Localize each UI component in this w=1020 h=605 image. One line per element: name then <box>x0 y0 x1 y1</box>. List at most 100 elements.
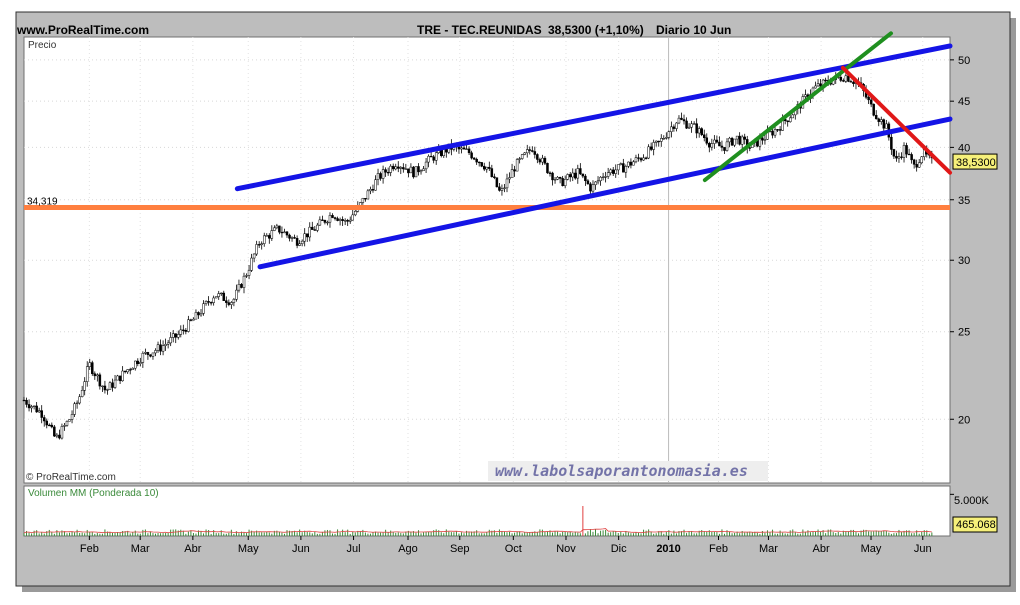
candle-body <box>705 137 709 144</box>
candle-body <box>37 410 41 413</box>
candle-body <box>814 85 817 89</box>
candle-body <box>533 151 537 155</box>
candle-body <box>336 218 339 221</box>
volume-average <box>23 493 954 534</box>
candle-body <box>624 166 628 173</box>
x-tick-label: Mar <box>131 543 150 555</box>
price-change: 38,5300 (+1,10%) <box>548 23 644 37</box>
candle-body <box>409 166 413 174</box>
x-tick-label: Oct <box>505 543 522 555</box>
candle-body <box>528 149 532 151</box>
channel-upper-line <box>234 43 953 192</box>
candle-body <box>574 172 577 179</box>
candle-body <box>639 158 643 161</box>
instrument-title: TRE - TEC.REUNIDAS <box>417 23 542 37</box>
candle-body <box>644 157 648 159</box>
x-tick-label: Jul <box>347 543 361 555</box>
candle-body <box>346 220 349 222</box>
candle-body <box>905 145 908 155</box>
candle-body <box>273 227 276 231</box>
candle-body <box>697 128 701 134</box>
candle-body <box>434 152 438 161</box>
candle-body <box>126 369 129 373</box>
candle-body <box>217 293 220 297</box>
candle-body <box>285 231 289 236</box>
candle-body <box>391 165 395 170</box>
candle-body <box>412 166 415 178</box>
candle-body <box>637 157 640 159</box>
candle-body <box>627 161 630 167</box>
candle-body <box>599 176 602 182</box>
candle-body <box>503 187 506 189</box>
candle-body <box>566 174 569 180</box>
candle-body <box>222 292 226 301</box>
channel-lower-line <box>257 116 953 270</box>
candle-body <box>88 362 91 367</box>
candle-body <box>844 75 848 82</box>
candle-body <box>632 161 635 166</box>
candle-body <box>389 165 392 173</box>
candle-body <box>488 166 491 169</box>
candle-body <box>235 289 238 300</box>
candle-body <box>359 202 362 206</box>
candle-body <box>199 313 203 316</box>
candle-body <box>202 303 205 314</box>
candle-body <box>146 352 150 355</box>
y-tick-label: 40 <box>958 142 970 154</box>
candle-body <box>465 148 468 150</box>
candle-body <box>915 164 918 168</box>
candle-body <box>305 233 309 238</box>
candle-body <box>703 134 706 139</box>
candle-body <box>902 145 906 158</box>
candle-body <box>531 150 534 152</box>
candle-body <box>351 214 354 221</box>
x-tick-label: Nov <box>556 543 576 555</box>
candle-body <box>275 225 279 229</box>
candle-body <box>513 169 516 172</box>
x-tick-label: May <box>238 543 259 555</box>
candle-body <box>394 166 397 170</box>
candle-body <box>207 301 210 303</box>
candle-body <box>472 157 476 160</box>
candle-body <box>510 169 514 178</box>
candle-body <box>591 184 595 192</box>
candle-body <box>318 219 322 226</box>
candle-body <box>131 367 134 370</box>
trendlines <box>24 31 953 270</box>
candle-body <box>874 115 878 120</box>
candle-body <box>672 126 676 129</box>
candle-body <box>257 244 261 246</box>
candle-body <box>68 419 71 422</box>
candle-body <box>584 175 587 182</box>
candle-body <box>649 146 653 150</box>
candle-body <box>333 217 337 219</box>
candle-body <box>192 318 195 321</box>
candle-body <box>733 138 736 146</box>
candle-body <box>424 161 428 170</box>
x-tick-label: Ago <box>398 543 418 555</box>
candle-body <box>682 119 686 122</box>
candle-body <box>735 135 739 140</box>
candle-body <box>311 226 314 230</box>
candle-body <box>690 123 693 128</box>
volume-bars <box>23 506 933 536</box>
candle-body <box>96 374 99 377</box>
candle-body <box>710 143 714 148</box>
candle-body <box>27 404 31 409</box>
last-price-box <box>952 153 998 170</box>
candle-body <box>700 128 703 136</box>
candle-body <box>30 406 33 409</box>
candle-body <box>134 360 137 369</box>
candle-body <box>101 385 104 388</box>
candle-body <box>295 238 299 246</box>
y-tick-label: 50 <box>958 55 970 67</box>
candle-body <box>895 155 898 159</box>
candle-body <box>151 352 155 357</box>
candle-body <box>720 145 724 148</box>
candle-body <box>604 176 607 178</box>
candle-body <box>268 235 271 239</box>
candle-body <box>910 154 913 161</box>
candle-body <box>407 168 410 174</box>
price-panel-label: Precio <box>28 40 57 51</box>
